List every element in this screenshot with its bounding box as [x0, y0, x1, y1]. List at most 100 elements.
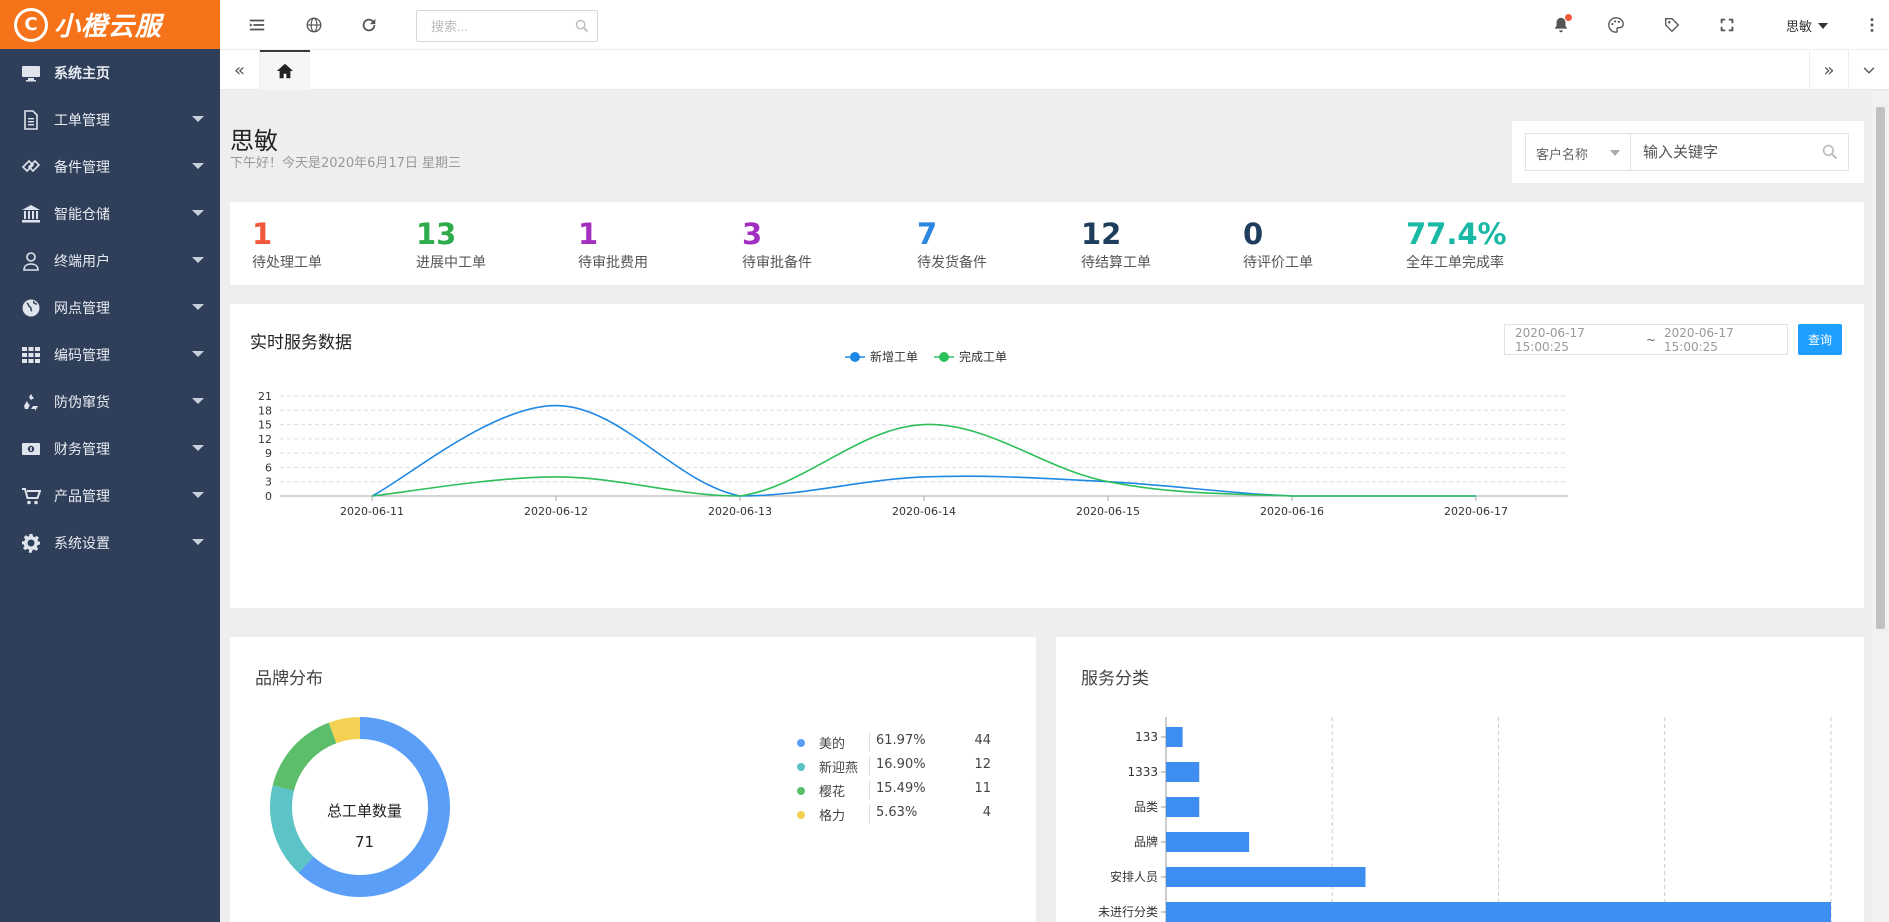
greeting-name: 思敏	[230, 127, 278, 155]
money-icon	[20, 438, 42, 460]
bar[interactable]	[1166, 832, 1250, 852]
tag-icon	[20, 156, 42, 178]
user-icon	[20, 250, 42, 272]
sidebar-item-7[interactable]: 防伪窜货	[0, 378, 220, 425]
brand-legend-name: 美的	[819, 737, 846, 752]
page-scrollbar[interactable]	[1872, 91, 1889, 922]
service-card-title: 服务分类	[1081, 669, 1149, 689]
sidebar-item-4[interactable]: 终端用户	[0, 237, 220, 284]
tabs-scroll-left-icon[interactable]: «	[220, 50, 260, 90]
chevron-down-icon	[1610, 150, 1620, 156]
caret-down-icon	[192, 163, 204, 169]
stat-item[interactable]: 13 进展中工单	[416, 218, 486, 272]
sidebar-item-0[interactable]: 系统主页	[0, 49, 220, 96]
stat-item[interactable]: 12 待结算工单	[1081, 218, 1151, 272]
stat-item[interactable]: 1 待处理工单	[252, 218, 322, 272]
x-tick-label: 2020-06-17	[1444, 505, 1508, 518]
y-tick-label: 12	[258, 433, 272, 446]
date-range-start: 2020-06-17 15:00:25	[1515, 325, 1585, 354]
notification-bell-icon[interactable]	[1550, 14, 1572, 36]
sidebar-item-label: 工单管理	[54, 112, 110, 129]
stat-item[interactable]: 77.4% 全年工单完成率	[1406, 218, 1507, 272]
tabs-options-chevron-icon[interactable]	[1849, 50, 1889, 90]
stat-label: 待结算工单	[1081, 255, 1151, 271]
refresh-icon[interactable]	[358, 14, 380, 36]
search-icon[interactable]	[575, 19, 589, 37]
menu-toggle-icon[interactable]	[246, 14, 268, 36]
x-tick-label: 2020-06-15	[1076, 505, 1140, 518]
y-tick-label: 0	[265, 490, 272, 503]
legend-marker-icon	[850, 352, 860, 362]
tab-home[interactable]	[260, 50, 310, 90]
theme-palette-icon[interactable]	[1605, 14, 1627, 36]
stat-item[interactable]: 1 待审批费用	[578, 218, 648, 272]
globe-icon	[20, 297, 42, 319]
stat-item[interactable]: 7 待发货备件	[917, 218, 987, 272]
donut-slice[interactable]	[270, 785, 314, 873]
global-search[interactable]	[416, 10, 598, 42]
monitor-icon	[20, 62, 42, 84]
tag-icon[interactable]	[1661, 14, 1683, 36]
brand-legend-row[interactable]: 新迎燕 16.90% 12	[797, 757, 997, 777]
sidebar-item-label: 编码管理	[54, 347, 110, 364]
stat-item[interactable]: 3 待审批备件	[742, 218, 812, 272]
gear-icon	[20, 532, 42, 554]
customer-keyword-field[interactable]	[1631, 133, 1849, 171]
bar[interactable]	[1166, 797, 1200, 817]
x-tick-label: 2020-06-14	[892, 505, 956, 518]
bar[interactable]	[1166, 867, 1366, 887]
scrollbar-thumb[interactable]	[1876, 107, 1885, 629]
sidebar-item-3[interactable]: 智能仓储	[0, 190, 220, 237]
globe-icon[interactable]	[303, 14, 325, 36]
sidebar-item-label: 备件管理	[54, 159, 110, 176]
donut-slice[interactable]	[272, 722, 337, 791]
customer-keyword-input[interactable]	[1643, 143, 1813, 161]
bar[interactable]	[1166, 727, 1183, 747]
date-range-picker[interactable]: 2020-06-17 15:00:25 ~ 2020-06-17 15:00:2…	[1504, 324, 1788, 355]
app-logo[interactable]: C 小橙云服	[0, 0, 220, 49]
query-button[interactable]: 查询	[1798, 324, 1842, 355]
user-menu[interactable]: 思敏	[1786, 16, 1829, 35]
sidebar-item-1[interactable]: 工单管理	[0, 96, 220, 143]
brand-legend-row[interactable]: 格力 5.63% 4	[797, 805, 997, 825]
tabs-scroll-right-icon[interactable]: »	[1809, 50, 1849, 90]
chart-legend-item[interactable]: 新增工单	[845, 349, 918, 364]
chart-legend-item[interactable]: 完成工单	[934, 349, 1007, 364]
realtime-title: 实时服务数据	[250, 333, 352, 353]
fullscreen-icon[interactable]	[1716, 14, 1738, 36]
sidebar-item-5[interactable]: 网点管理	[0, 284, 220, 331]
stat-value: 1	[578, 217, 599, 251]
sidebar-item-8[interactable]: 财务管理	[0, 425, 220, 472]
donut-slice[interactable]	[328, 717, 360, 744]
sidebar-item-6[interactable]: 编码管理	[0, 331, 220, 378]
sidebar-menu: 系统主页工单管理备件管理智能仓储 终端用户 网点管理编码管理防伪窜货财务管理产品管理…	[0, 49, 220, 566]
brand-card-title: 品牌分布	[255, 669, 323, 689]
customer-field-select[interactable]: 客户名称	[1525, 133, 1631, 171]
sidebar-item-10[interactable]: 系统设置	[0, 519, 220, 566]
realtime-service-card: 0 3 6 9 12 15 18 21 2020-06-11 2020-06-12 2020-06-…	[230, 304, 1864, 608]
brand-legend-percent: 16.90%	[869, 757, 926, 775]
bar[interactable]	[1166, 762, 1200, 782]
sidebar-item-9[interactable]: 产品管理	[0, 472, 220, 519]
caret-down-icon	[192, 304, 204, 310]
legend-label: 新增工单	[870, 349, 918, 364]
stat-value: 77.4%	[1406, 217, 1507, 251]
stat-item[interactable]: 0 待评价工单	[1243, 218, 1313, 272]
brand-legend-count: 4	[982, 805, 991, 820]
y-tick-label: 未进行分类	[1098, 905, 1158, 919]
sidebar-item-2[interactable]: 备件管理	[0, 143, 220, 190]
donut-slice[interactable]	[298, 717, 450, 897]
global-search-input[interactable]	[431, 18, 571, 34]
caret-down-icon	[192, 351, 204, 357]
bar[interactable]	[1166, 902, 1831, 922]
stat-label: 待发货备件	[917, 255, 987, 271]
brand-legend-count: 11	[974, 781, 991, 796]
y-tick-label: 133	[1135, 730, 1158, 744]
sidebar-item-label: 财务管理	[54, 441, 110, 458]
search-icon[interactable]	[1822, 144, 1838, 164]
brand-legend-row[interactable]: 美的 61.97% 44	[797, 733, 997, 753]
more-vertical-icon[interactable]	[1861, 14, 1883, 36]
brand-legend-percent: 5.63%	[869, 805, 917, 823]
brand-legend-row[interactable]: 樱花 15.49% 11	[797, 781, 997, 801]
